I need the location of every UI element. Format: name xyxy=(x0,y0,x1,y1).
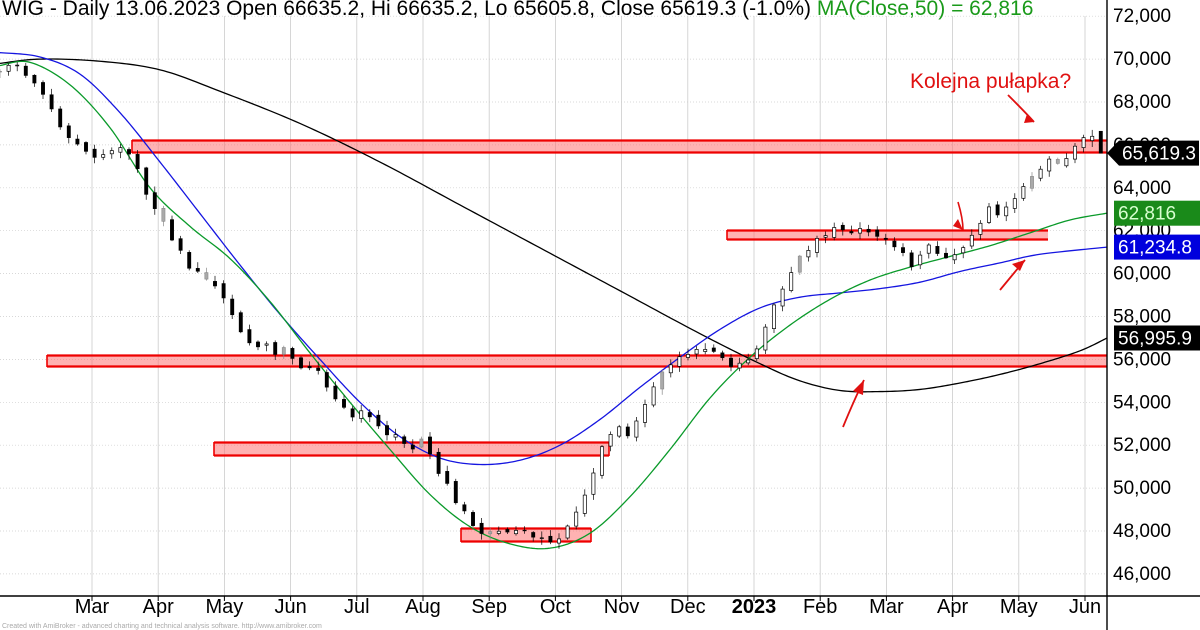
svg-text:62,816: 62,816 xyxy=(1118,204,1176,225)
svg-text:52,000: 52,000 xyxy=(1113,435,1171,456)
svg-text:70,000: 70,000 xyxy=(1113,49,1171,70)
svg-text:60,000: 60,000 xyxy=(1113,264,1171,285)
svg-text:56,995.9: 56,995.9 xyxy=(1118,329,1192,350)
svg-text:64,000: 64,000 xyxy=(1113,178,1171,199)
svg-text:48,000: 48,000 xyxy=(1113,521,1171,542)
svg-text:54,000: 54,000 xyxy=(1113,392,1171,413)
svg-text:58,000: 58,000 xyxy=(1113,307,1171,328)
svg-text:72,000: 72,000 xyxy=(1113,6,1171,27)
svg-text:Created with AmiBroker - advan: Created with AmiBroker - advanced charti… xyxy=(2,623,322,630)
svg-text:65,619.3: 65,619.3 xyxy=(1122,144,1196,165)
svg-text:61,234.8: 61,234.8 xyxy=(1118,238,1192,259)
svg-text:56,000: 56,000 xyxy=(1113,349,1171,370)
svg-text:50,000: 50,000 xyxy=(1113,478,1171,499)
svg-text:Kolejna pułapka?: Kolejna pułapka? xyxy=(910,70,1071,93)
svg-text:68,000: 68,000 xyxy=(1113,92,1171,113)
svg-text:46,000: 46,000 xyxy=(1113,564,1171,585)
svg-text:WIG - Daily 13.06.2023 Open 66: WIG - Daily 13.06.2023 Open 66635.2, Hi … xyxy=(2,0,1033,20)
